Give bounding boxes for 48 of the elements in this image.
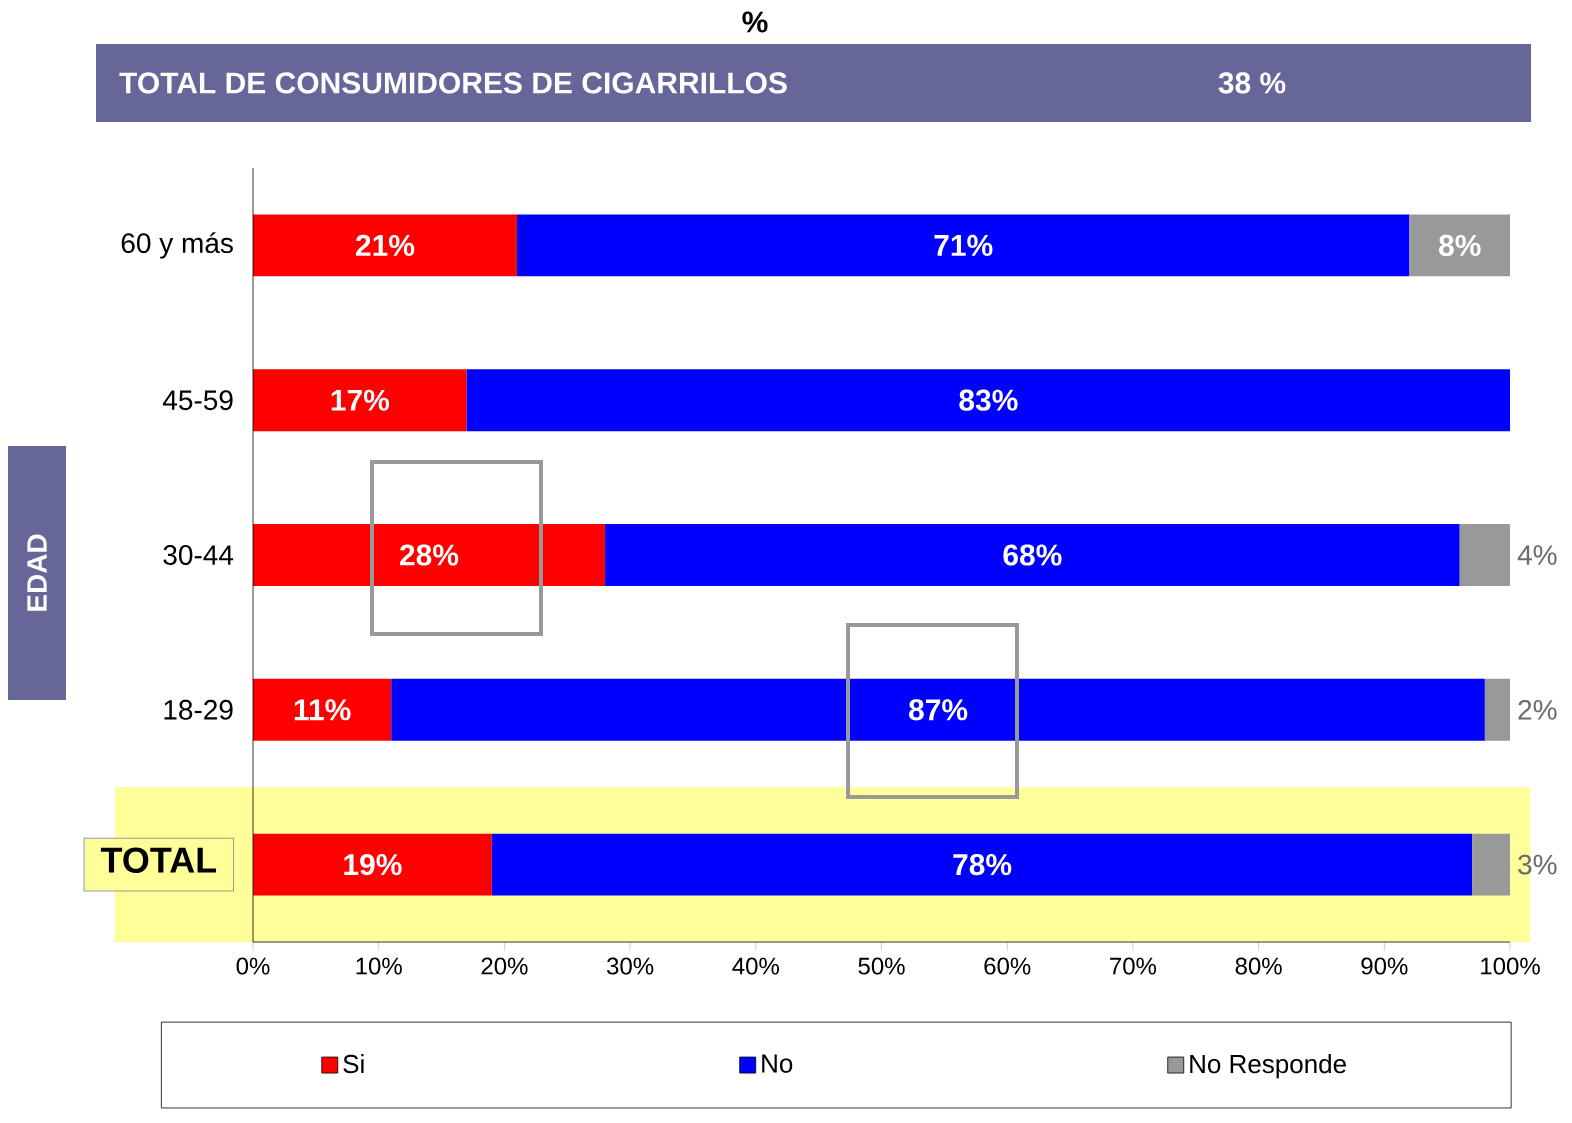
x-tick-label: 50%	[858, 957, 905, 975]
data-label: 71%	[934, 234, 993, 256]
data-label: 2%	[1518, 699, 1557, 720]
bar	[253, 214, 517, 277]
x-tick-label: 20%	[481, 957, 528, 975]
data-label: 8%	[1439, 234, 1481, 257]
bar	[491, 833, 1473, 896]
bar	[466, 369, 1511, 432]
data-label: 28%	[400, 544, 459, 566]
legend-label: No	[762, 1054, 793, 1073]
text: 38 %	[1218, 72, 1286, 94]
x-tick-label: 0%	[236, 957, 270, 975]
bar	[253, 369, 467, 432]
data-label: 21%	[356, 234, 415, 256]
bar	[253, 678, 392, 741]
data-label: 17%	[331, 389, 390, 411]
data-label: 68%	[1003, 544, 1062, 566]
bar	[1459, 524, 1511, 586]
x-tick-label: 100%	[1481, 957, 1540, 975]
y-tick-label: TOTAL	[100, 847, 217, 873]
x-tick-label: 60%	[984, 957, 1031, 975]
data-label: 83%	[959, 389, 1018, 411]
data-label: 87%	[909, 699, 968, 721]
bar	[1409, 214, 1511, 277]
x-tick-label: 80%	[1235, 957, 1282, 975]
x-tick-label: 70%	[1110, 957, 1157, 975]
data-label: 4%	[1517, 545, 1557, 565]
x-tick-label: 40%	[732, 957, 779, 975]
bar	[253, 833, 492, 896]
bar	[604, 524, 1460, 586]
bar	[516, 214, 1410, 277]
y-tick-label: 30-44	[163, 545, 234, 565]
legend-label: Si	[343, 1054, 364, 1074]
x-tick-label: 10%	[356, 957, 402, 975]
x-tick-label: 30%	[607, 957, 654, 975]
text: TOTAL DE CONSUMIDORES DE CIGARRILLOS	[119, 72, 787, 94]
data-label: 78%	[953, 853, 1012, 876]
bar	[1472, 833, 1511, 896]
y-tick-label: 18-29	[164, 699, 233, 720]
data-label: 11%	[294, 699, 351, 721]
x-tick-label: 90%	[1361, 957, 1408, 975]
legend-label: No Responde	[1190, 1054, 1346, 1079]
y-tick-label: 60 y más	[121, 232, 233, 259]
chart-title: %	[742, 11, 768, 33]
y-axis-title: EDAD	[27, 534, 47, 611]
bar	[1484, 678, 1511, 741]
data-label: 19%	[344, 853, 402, 876]
y-tick-label: 45-59	[162, 390, 233, 411]
